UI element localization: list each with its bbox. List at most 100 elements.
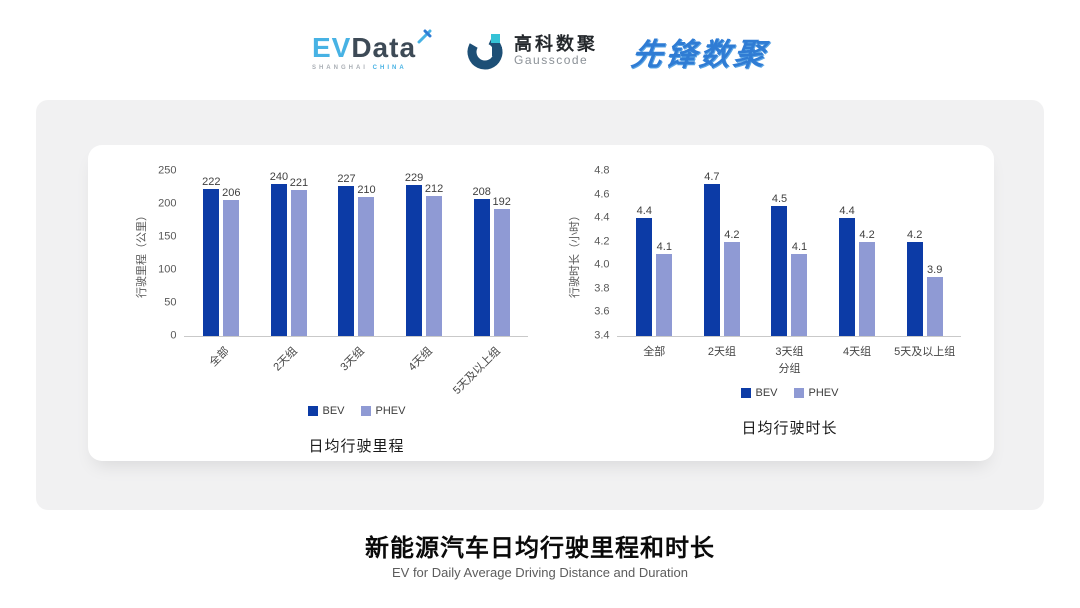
phev-bar-wrap: 192 [492,171,511,336]
legend-swatch [740,388,751,398]
y-axis-title-duration: 行驶时长（小时） [565,171,583,336]
bar-value-label: 4.7 [704,171,720,183]
phev-bar [859,241,876,336]
legend-label: BEV [322,405,345,417]
phev-bar-wrap: 3.9 [926,171,943,336]
evdata-logo: EV Data SHANGHAI CHINA [312,29,432,71]
legend-item-phev: PHEV [793,387,839,399]
gausscode-en-text: Gausscode [514,53,589,68]
y-tick-label: 4.8 [594,164,610,177]
x-category-label: 4天组 [843,346,872,358]
y-tick-label: 50 [164,296,177,309]
x-category-label: 3天组 [338,345,368,374]
y-tick-label: 3.8 [594,282,610,295]
bar-value-label: 221 [289,177,309,190]
bev-bar-wrap: 222 [202,171,221,336]
y-tick-label: 4.6 [594,188,610,201]
phev-bar [223,200,240,336]
legend-swatch [307,406,318,416]
x-category-label: 5天及以上组 [894,346,956,358]
bev-bar [203,189,220,336]
y-tick-label: 200 [158,197,177,210]
bar-group: 4.4 4.1 全部 [621,171,689,360]
y-tick-label: 3.4 [594,329,610,342]
evdata-wordmark: EV Data [312,29,432,64]
legend-swatch [360,406,371,416]
phev-bar [426,196,443,336]
phev-bar-wrap: 206 [222,171,241,336]
y-axis-distance: 0 50 100 150 200 250 [150,165,184,341]
page-title: 新能源汽车日均行驶里程和时长 [365,535,715,562]
phev-bar-wrap: 4.2 [723,171,740,336]
phev-bar-wrap: 4.1 [656,171,673,336]
bev-bar-wrap: 229 [405,171,423,336]
x-category-label: 4天组 [406,345,435,374]
y-tick-label: 250 [158,164,177,177]
legend-item-bev: BEV [307,405,345,417]
bev-bar-wrap: 227 [337,171,356,336]
bar-value-label: 210 [357,184,376,197]
plot-area-duration: 4.4 4.1 全部 4.7 4.2 2天组 4.5 4.1 3天组 4.4 4.2 4天组 4.2 3.… [616,171,963,360]
phev-bar [493,209,510,336]
bar-group: 208 192 5天及以上组 [451,171,526,397]
chart-title-distance: 日均行驶里程 [308,438,405,455]
bar-value-label: 206 [222,187,241,200]
bar-value-label: 4.1 [656,240,672,253]
bev-bar [473,198,490,336]
evdata-data-text: Data [351,31,417,63]
legend-duration: BEV PHEV [740,386,839,400]
phev-bar [791,253,808,336]
phev-bar [656,253,673,336]
legend-item-phev: PHEV [360,405,406,417]
bar-value-label: 4.4 [839,205,855,218]
y-tick-label: 4.4 [594,211,610,224]
gausscode-g-icon [467,34,503,70]
distance-chart: 行驶里程（公里） 0 50 100 150 200 250 222 206 全部 240 221 2… [114,165,547,461]
phev-bar [290,190,307,336]
y-tick-label: 0 [170,329,177,342]
x-category-label: 全部 [643,346,666,358]
legend-label: PHEV [375,405,406,417]
y-tick-label: 150 [158,230,177,243]
bar-group: 4.4 4.2 4天组 [823,171,891,360]
gausscode-logo: 高科数聚 Gausscode [466,31,598,71]
bev-bar [906,241,923,336]
bar-value-label: 222 [202,176,221,189]
bev-bar-wrap: 4.5 [771,171,788,336]
bar-value-label: 192 [492,196,511,209]
bar-value-label: 4.5 [771,193,788,206]
y-axis-title-label: 行驶里程（公里） [135,209,148,298]
evdata-subtitle: SHANGHAI CHINA [312,65,407,71]
bar-group: 229 212 4天组 [390,171,458,394]
bar-value-label: 4.4 [636,205,652,218]
bev-bar-wrap: 240 [270,171,288,336]
x-category-label: 2天组 [707,346,736,358]
phev-bar [358,197,375,336]
header-logos: EV Data SHANGHAI CHINA 高科数聚 Gausscode 先锋数… [0,16,1080,86]
y-axis-title-label: 行驶时长（小时） [568,209,581,298]
chart-card: 行驶里程（公里） 0 50 100 150 200 250 222 206 全部 240 221 2… [36,100,1044,510]
legend-swatch [793,388,804,398]
x-axis-title-duration: 分组 [778,363,801,375]
phev-bar [926,277,943,336]
bar-value-label: 4.2 [724,228,740,241]
y-axis-title-distance: 行驶里程（公里） [132,171,150,336]
bar-group: 222 206 全部 [188,171,256,394]
bar-group: 4.7 4.2 2天组 [688,171,756,360]
phev-bar-wrap: 4.2 [859,171,876,336]
phev-bar-wrap: 210 [357,171,376,336]
legend-item-bev: BEV [740,387,778,399]
xianfeng-logo: 先锋数聚 [629,36,771,72]
bar-group: 4.2 3.9 5天及以上组 [891,171,959,360]
y-tick-label: 3.6 [594,305,610,318]
bev-bar [406,184,423,336]
legend-label: PHEV [808,387,839,399]
chart-panel: 行驶里程（公里） 0 50 100 150 200 250 222 206 全部 240 221 2… [88,145,994,461]
bar-value-label: 227 [337,173,356,186]
bar-value-label: 4.2 [859,228,875,241]
x-category-label: 2天组 [271,345,300,374]
duration-chart: 行驶时长（小时） 3.4 3.6 3.8 4.0 4.2 4.4 4.6 4.8 4.4 4.1… [547,165,980,461]
bar-value-label: 4.2 [907,228,923,241]
y-axis-duration: 3.4 3.6 3.8 4.0 4.2 4.4 4.6 4.8 [583,165,617,341]
evdata-china-text: CHINA [372,64,407,71]
